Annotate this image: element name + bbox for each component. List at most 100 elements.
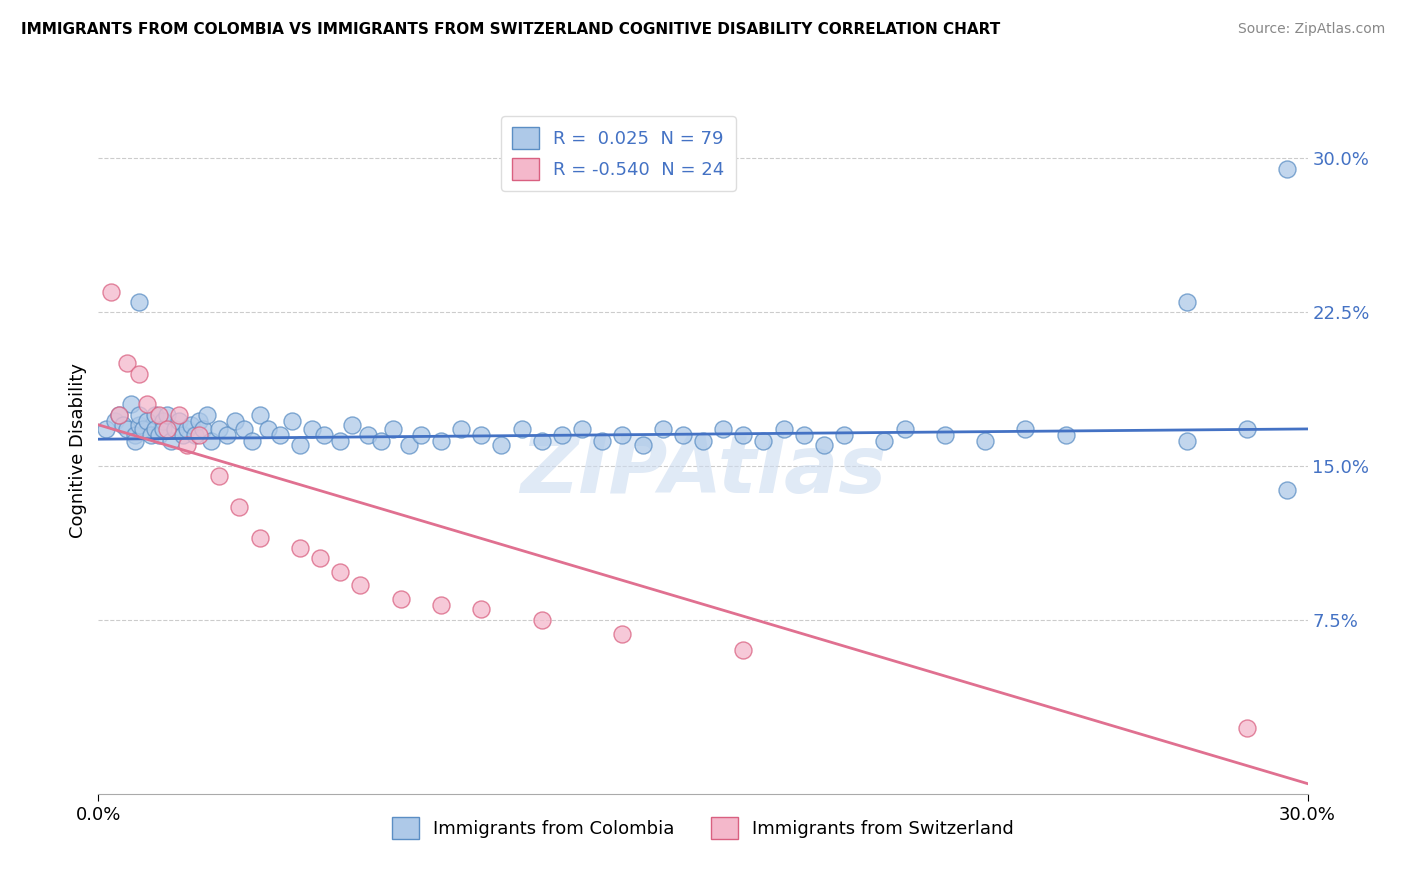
Legend: Immigrants from Colombia, Immigrants from Switzerland: Immigrants from Colombia, Immigrants fro… [385, 810, 1021, 847]
Point [163, 422, 186, 436]
Point [139, 428, 162, 442]
Point [172, 428, 194, 442]
Point [510, 422, 533, 436]
Point [107, 408, 129, 422]
Point [450, 422, 472, 436]
Point [1014, 422, 1036, 436]
Point [176, 438, 198, 452]
Point [893, 422, 915, 436]
Point [309, 551, 332, 566]
Point [200, 434, 222, 449]
Point [470, 602, 492, 616]
Point [793, 428, 815, 442]
Point [813, 438, 835, 452]
Point [124, 428, 146, 442]
Point [167, 408, 190, 422]
Point [143, 422, 166, 436]
Point [188, 414, 211, 428]
Point [249, 531, 271, 545]
Point [612, 627, 634, 641]
Point [249, 408, 271, 422]
Point [711, 422, 734, 436]
Point [184, 428, 207, 442]
Point [301, 422, 323, 436]
Point [188, 428, 211, 442]
Point [143, 408, 166, 422]
Point [96, 422, 118, 436]
Point [180, 417, 202, 432]
Point [314, 428, 336, 442]
Point [269, 428, 291, 442]
Point [832, 428, 855, 442]
Point [631, 438, 654, 452]
Point [1175, 294, 1198, 309]
Point [357, 428, 380, 442]
Point [115, 422, 138, 436]
Point [591, 434, 613, 449]
Y-axis label: Cognitive Disability: Cognitive Disability [69, 363, 87, 538]
Point [752, 434, 775, 449]
Point [1054, 428, 1077, 442]
Point [381, 422, 404, 436]
Point [135, 397, 157, 411]
Point [148, 408, 170, 422]
Point [100, 285, 122, 299]
Text: IMMIGRANTS FROM COLOMBIA VS IMMIGRANTS FROM SWITZERLAND COGNITIVE DISABILITY COR: IMMIGRANTS FROM COLOMBIA VS IMMIGRANTS F… [21, 22, 1000, 37]
Point [128, 294, 150, 309]
Point [329, 434, 352, 449]
Point [974, 434, 997, 449]
Text: ZIPAtlas: ZIPAtlas [520, 432, 886, 510]
Point [115, 356, 138, 370]
Point [124, 434, 146, 449]
Point [1277, 483, 1299, 498]
Point [208, 422, 231, 436]
Point [103, 414, 125, 428]
Point [530, 434, 553, 449]
Point [128, 367, 150, 381]
Point [430, 434, 453, 449]
Point [120, 397, 142, 411]
Point [370, 434, 392, 449]
Point [111, 417, 134, 432]
Point [156, 422, 179, 436]
Point [195, 408, 218, 422]
Point [152, 422, 174, 436]
Point [692, 434, 714, 449]
Point [398, 438, 420, 452]
Point [342, 417, 364, 432]
Point [128, 408, 150, 422]
Point [934, 428, 956, 442]
Point [491, 438, 513, 452]
Point [672, 428, 695, 442]
Point [107, 408, 129, 422]
Text: Source: ZipAtlas.com: Source: ZipAtlas.com [1237, 22, 1385, 37]
Point [232, 422, 254, 436]
Point [288, 541, 311, 555]
Point [132, 422, 155, 436]
Point [281, 414, 304, 428]
Point [224, 414, 246, 428]
Point [228, 500, 250, 514]
Point [152, 414, 174, 428]
Point [873, 434, 896, 449]
Point [651, 422, 673, 436]
Point [470, 428, 492, 442]
Point [288, 438, 311, 452]
Point [389, 592, 412, 607]
Point [193, 422, 215, 436]
Point [530, 613, 553, 627]
Point [1236, 422, 1258, 436]
Point [176, 422, 198, 436]
Point [349, 578, 371, 592]
Point [430, 599, 453, 613]
Point [772, 422, 794, 436]
Point [551, 428, 574, 442]
Point [148, 428, 170, 442]
Point [135, 414, 157, 428]
Point [571, 422, 593, 436]
Point [329, 566, 352, 580]
Point [409, 428, 432, 442]
Point [612, 428, 634, 442]
Point [217, 428, 239, 442]
Point [208, 469, 231, 483]
